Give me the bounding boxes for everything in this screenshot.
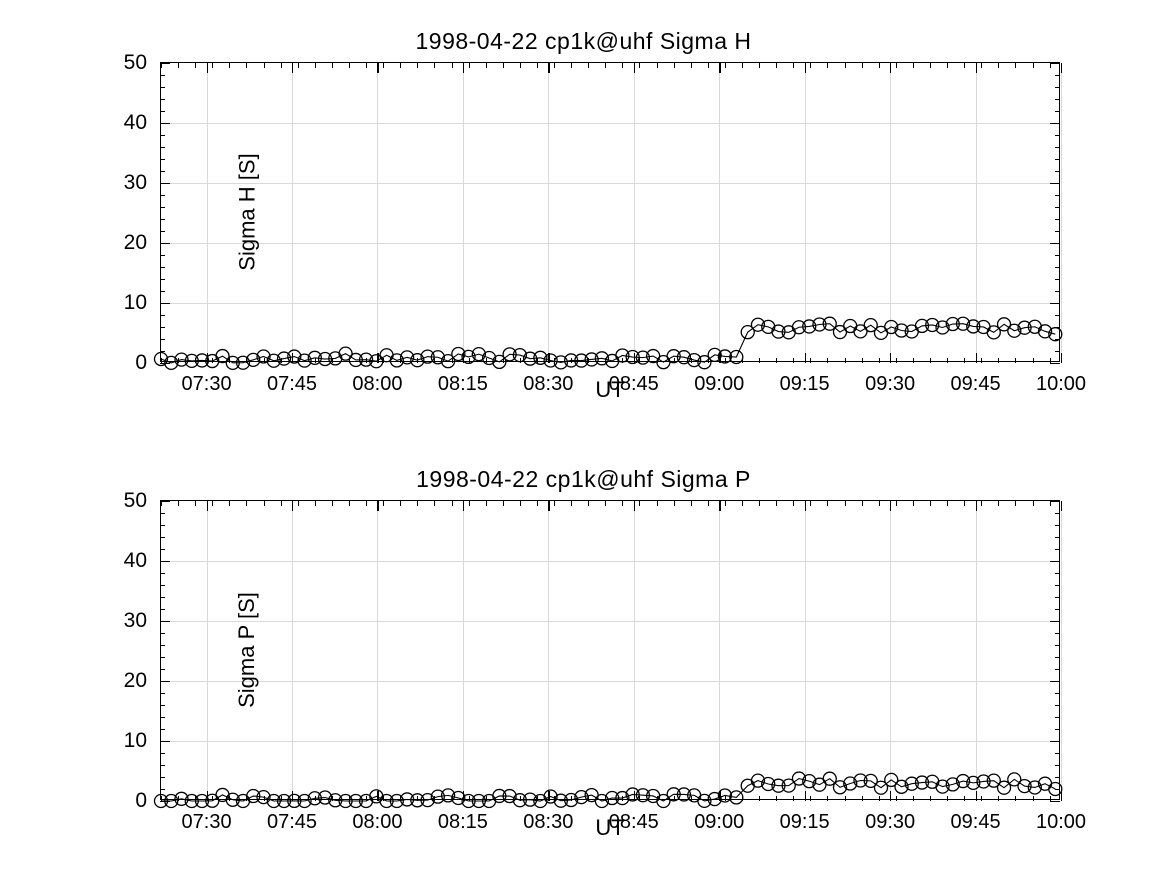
ytick-mark-major-right (1050, 363, 1060, 364)
xtick-label-0830: 08:30 (523, 373, 573, 396)
xtick-mark-major-bottom (1061, 353, 1062, 363)
xtick-label-0800: 08:00 (352, 373, 402, 396)
plot-area-sigma-h[interactable]: 0 10 20 30 40 50 07:30 07:45 08:00 08:15 08:30 08:4… (160, 62, 1060, 362)
xtick-label-0815: 08:15 (438, 373, 488, 396)
ytick-label-40: 40 (107, 111, 147, 135)
xaxis-label: UT (595, 377, 624, 403)
xtick-label-0745: 07:45 (267, 811, 317, 834)
xtick-label-1000: 10:00 (1036, 373, 1086, 396)
ytick-label-50: 50 (107, 51, 147, 75)
ytick-mark-major-right (1050, 801, 1060, 802)
xtick-label-0945: 09:45 (951, 373, 1001, 396)
ytick-label-10: 10 (107, 291, 147, 315)
chart-title-sigma-p: 1998-04-22 cp1k@uhf Sigma P (0, 466, 1167, 493)
ytick-label-0: 0 (107, 789, 147, 813)
gridline-vertical (1061, 501, 1062, 799)
xtick-label-0915: 09:15 (780, 811, 830, 834)
ytick-label-20: 20 (107, 669, 147, 693)
xtick-mark-major-top (1061, 501, 1062, 511)
plot-area-sigma-p[interactable]: 0 10 20 30 40 50 07:30 07:45 08:00 08:15 08:30 08:4… (160, 500, 1060, 800)
xtick-label-0900: 09:00 (694, 811, 744, 834)
xtick-label-0915: 09:15 (780, 373, 830, 396)
xtick-label-0800: 08:00 (352, 811, 402, 834)
xtick-label-0830: 08:30 (523, 811, 573, 834)
xtick-label-0730: 07:30 (182, 811, 232, 834)
xtick-label-0730: 07:30 (182, 373, 232, 396)
xtick-label-0930: 09:30 (865, 811, 915, 834)
data-series-svg[interactable] (161, 501, 1061, 801)
xaxis-label: UT (595, 815, 624, 841)
xtick-label-0745: 07:45 (267, 373, 317, 396)
xtick-label-0945: 09:45 (951, 811, 1001, 834)
xtick-label-0815: 08:15 (438, 811, 488, 834)
data-point-sigma_p-87[interactable] (1049, 783, 1062, 796)
chart-container-sigma-h: 1998-04-22 cp1k@uhf Sigma H 0 10 20 30 40 50 0… (0, 0, 1167, 437)
ytick-label-10: 10 (107, 729, 147, 753)
dual-chart-page: 1998-04-22 cp1k@uhf Sigma H 0 10 20 30 40 50 0… (0, 0, 1167, 875)
xtick-label-1000: 10:00 (1036, 811, 1086, 834)
xtick-label-0930: 09:30 (865, 373, 915, 396)
data-series-svg[interactable] (161, 63, 1061, 363)
ytick-label-50: 50 (107, 489, 147, 513)
chart-container-sigma-p: 1998-04-22 cp1k@uhf Sigma P 0 10 20 30 40 50 0… (0, 438, 1167, 875)
ytick-label-20: 20 (107, 231, 147, 255)
xtick-label-0900: 09:00 (694, 373, 744, 396)
ytick-label-30: 30 (107, 171, 147, 195)
gridline-vertical (1061, 63, 1062, 361)
ytick-label-30: 30 (107, 609, 147, 633)
chart-title-sigma-h: 1998-04-22 cp1k@uhf Sigma H (0, 28, 1167, 55)
xtick-mark-major-top (1061, 63, 1062, 73)
ytick-label-40: 40 (107, 549, 147, 573)
ytick-label-0: 0 (107, 351, 147, 375)
